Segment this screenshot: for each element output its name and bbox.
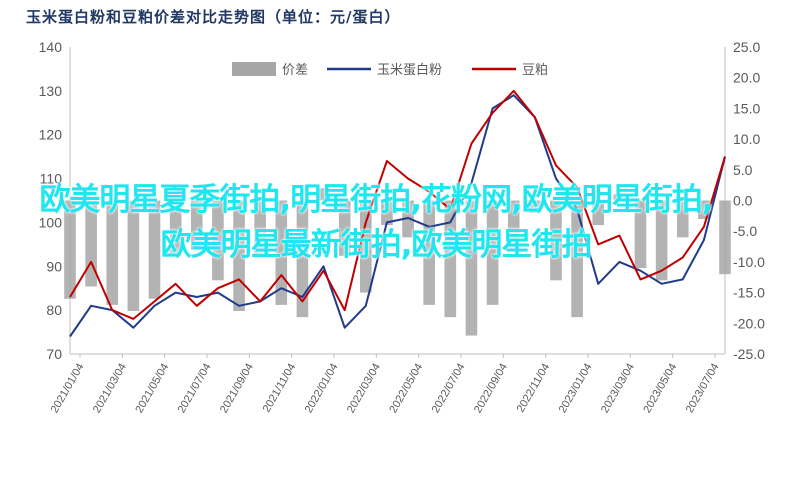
spread-bar bbox=[254, 200, 266, 256]
spread-bar bbox=[85, 200, 97, 287]
spread-bar bbox=[571, 200, 583, 318]
right-tick-label: -15.0 bbox=[733, 285, 765, 301]
spread-bar bbox=[423, 200, 436, 305]
soybean-meal-line bbox=[69, 89, 726, 320]
x-tick-label: 2021/11/04 bbox=[261, 362, 299, 415]
x-tick-label: 2021/07/04 bbox=[176, 362, 214, 416]
x-tick-label: 2021/01/04 bbox=[49, 362, 87, 416]
left-tick-label: 120 bbox=[39, 127, 63, 143]
spread-bar bbox=[719, 200, 731, 275]
left-tick-label: 110 bbox=[40, 171, 63, 187]
right-tick-label: 20.0 bbox=[733, 70, 760, 86]
corn-gluten-line bbox=[69, 94, 726, 338]
spread-bar bbox=[338, 200, 351, 256]
right-tick-label: 5.0 bbox=[733, 162, 753, 178]
spread-bar bbox=[212, 200, 224, 281]
x-tick-label: 2021/03/04 bbox=[91, 362, 129, 416]
legend-label: 豆粕 bbox=[522, 63, 548, 78]
spread-bar bbox=[444, 200, 457, 318]
right-axis-ticks: 25.0 20.0 15.0 10.0 5.0 0.0 -5.0 -10.0 -15.0 -20.… bbox=[733, 39, 765, 362]
spread-bar bbox=[486, 200, 499, 305]
watermark-overlay-text: 欧美明星夏季街拍,明星街拍,花粉网,欧美明星街拍,欧美明星最新街拍,欧美明星街拍 bbox=[39, 182, 713, 263]
x-tick-label: 2022/03/04 bbox=[345, 362, 383, 416]
x-tick-label: 2022/07/04 bbox=[430, 362, 468, 416]
right-tick-label: -20.0 bbox=[733, 315, 765, 331]
right-tick-label: -5.0 bbox=[733, 223, 757, 239]
spread-bar bbox=[64, 200, 76, 299]
x-tick-label: 2022/05/04 bbox=[387, 362, 425, 416]
left-tick-label: 140 bbox=[39, 39, 63, 55]
spread-bar bbox=[592, 200, 605, 226]
spread-bar bbox=[106, 200, 119, 305]
spread-bar bbox=[275, 200, 288, 305]
x-tick-label: 2023/07/04 bbox=[684, 362, 722, 416]
left-tick-label: 80 bbox=[46, 302, 62, 318]
chart-title: 玉米蛋白粉和豆粕价差对比走势图（单位：元/蛋白） bbox=[26, 8, 401, 26]
x-tick-label: 2021/05/04 bbox=[133, 362, 171, 416]
legend-swatch-spread bbox=[232, 62, 276, 76]
spread-bar bbox=[127, 200, 140, 312]
spread-bar bbox=[296, 200, 309, 318]
spread-bar bbox=[634, 200, 647, 269]
spread-bar bbox=[465, 200, 478, 336]
chart-legend: 价差 玉米蛋白粉 豆粕 bbox=[232, 62, 548, 78]
spread-bar bbox=[317, 188, 330, 201]
spread-bar bbox=[676, 200, 689, 238]
right-tick-label: 10.0 bbox=[733, 131, 760, 147]
left-axis-ticks: 70 80 90 100 110 120 130 140 bbox=[39, 39, 63, 362]
spread-bar bbox=[359, 200, 372, 293]
spread-bar bbox=[507, 200, 520, 250]
spread-bar bbox=[655, 200, 668, 281]
spread-bar bbox=[613, 194, 626, 201]
x-tick-label: 2022/01/04 bbox=[303, 362, 341, 416]
right-tick-label: -10.0 bbox=[733, 254, 765, 270]
left-tick-label: 100 bbox=[39, 214, 63, 230]
spread-bar bbox=[698, 200, 710, 219]
x-tick-label: 2023/01/04 bbox=[557, 362, 595, 416]
spread-bar bbox=[148, 200, 161, 299]
spread-bar bbox=[381, 200, 393, 226]
right-tick-label: 25.0 bbox=[733, 39, 760, 55]
spread-bar bbox=[529, 200, 541, 213]
left-tick-label: 130 bbox=[39, 83, 63, 99]
x-axis-ticks: 2021/01/04 2021/03/04 2021/05/04 2021/07/04… bbox=[49, 354, 722, 415]
right-tick-label: -25.0 bbox=[733, 346, 765, 362]
legend-label: 价差 bbox=[282, 63, 308, 78]
price-lines-layer bbox=[69, 89, 726, 338]
legend-label: 玉米蛋白粉 bbox=[377, 62, 442, 78]
right-tick-label: 0.0 bbox=[733, 193, 753, 209]
x-tick-label: 2023/03/04 bbox=[599, 362, 637, 416]
spread-bar bbox=[550, 200, 562, 281]
left-tick-label: 70 bbox=[46, 346, 62, 362]
right-tick-label: 15.0 bbox=[733, 100, 760, 116]
spread-bar bbox=[169, 200, 182, 256]
spread-bar bbox=[233, 200, 245, 312]
x-tick-label: 2023/05/04 bbox=[641, 362, 679, 416]
x-tick-label: 2022/11/04 bbox=[515, 362, 553, 415]
x-tick-label: 2021/09/04 bbox=[218, 362, 256, 416]
x-tick-label: 2022/09/04 bbox=[472, 362, 510, 416]
left-tick-label: 90 bbox=[46, 258, 62, 274]
spread-bar bbox=[190, 200, 203, 250]
